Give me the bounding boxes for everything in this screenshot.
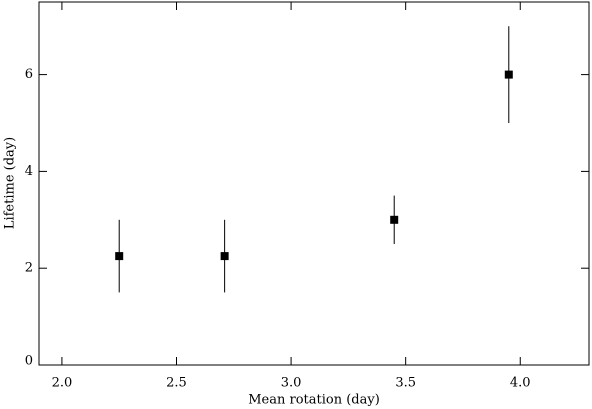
y-tick-label: 6 [25, 67, 33, 82]
point [115, 252, 124, 261]
point [504, 70, 513, 79]
y-tick-label: 4 [25, 164, 33, 179]
x-tick-label: 4.0 [510, 376, 531, 391]
x-tick-label: 2.0 [52, 376, 73, 391]
y-tick-label: 2 [25, 261, 33, 276]
plot-frame [38, 1, 590, 366]
point [390, 215, 399, 224]
y-axis-label: Lifetime (day) [3, 137, 18, 229]
x-tick-label: 3.0 [281, 376, 302, 391]
x-tick-label: 2.5 [166, 376, 187, 391]
point [220, 252, 229, 261]
y-tick-label: 0 [25, 354, 33, 369]
x-tick-label: 3.5 [395, 376, 416, 391]
x-axis-label: Mean rotation (day) [248, 393, 380, 408]
